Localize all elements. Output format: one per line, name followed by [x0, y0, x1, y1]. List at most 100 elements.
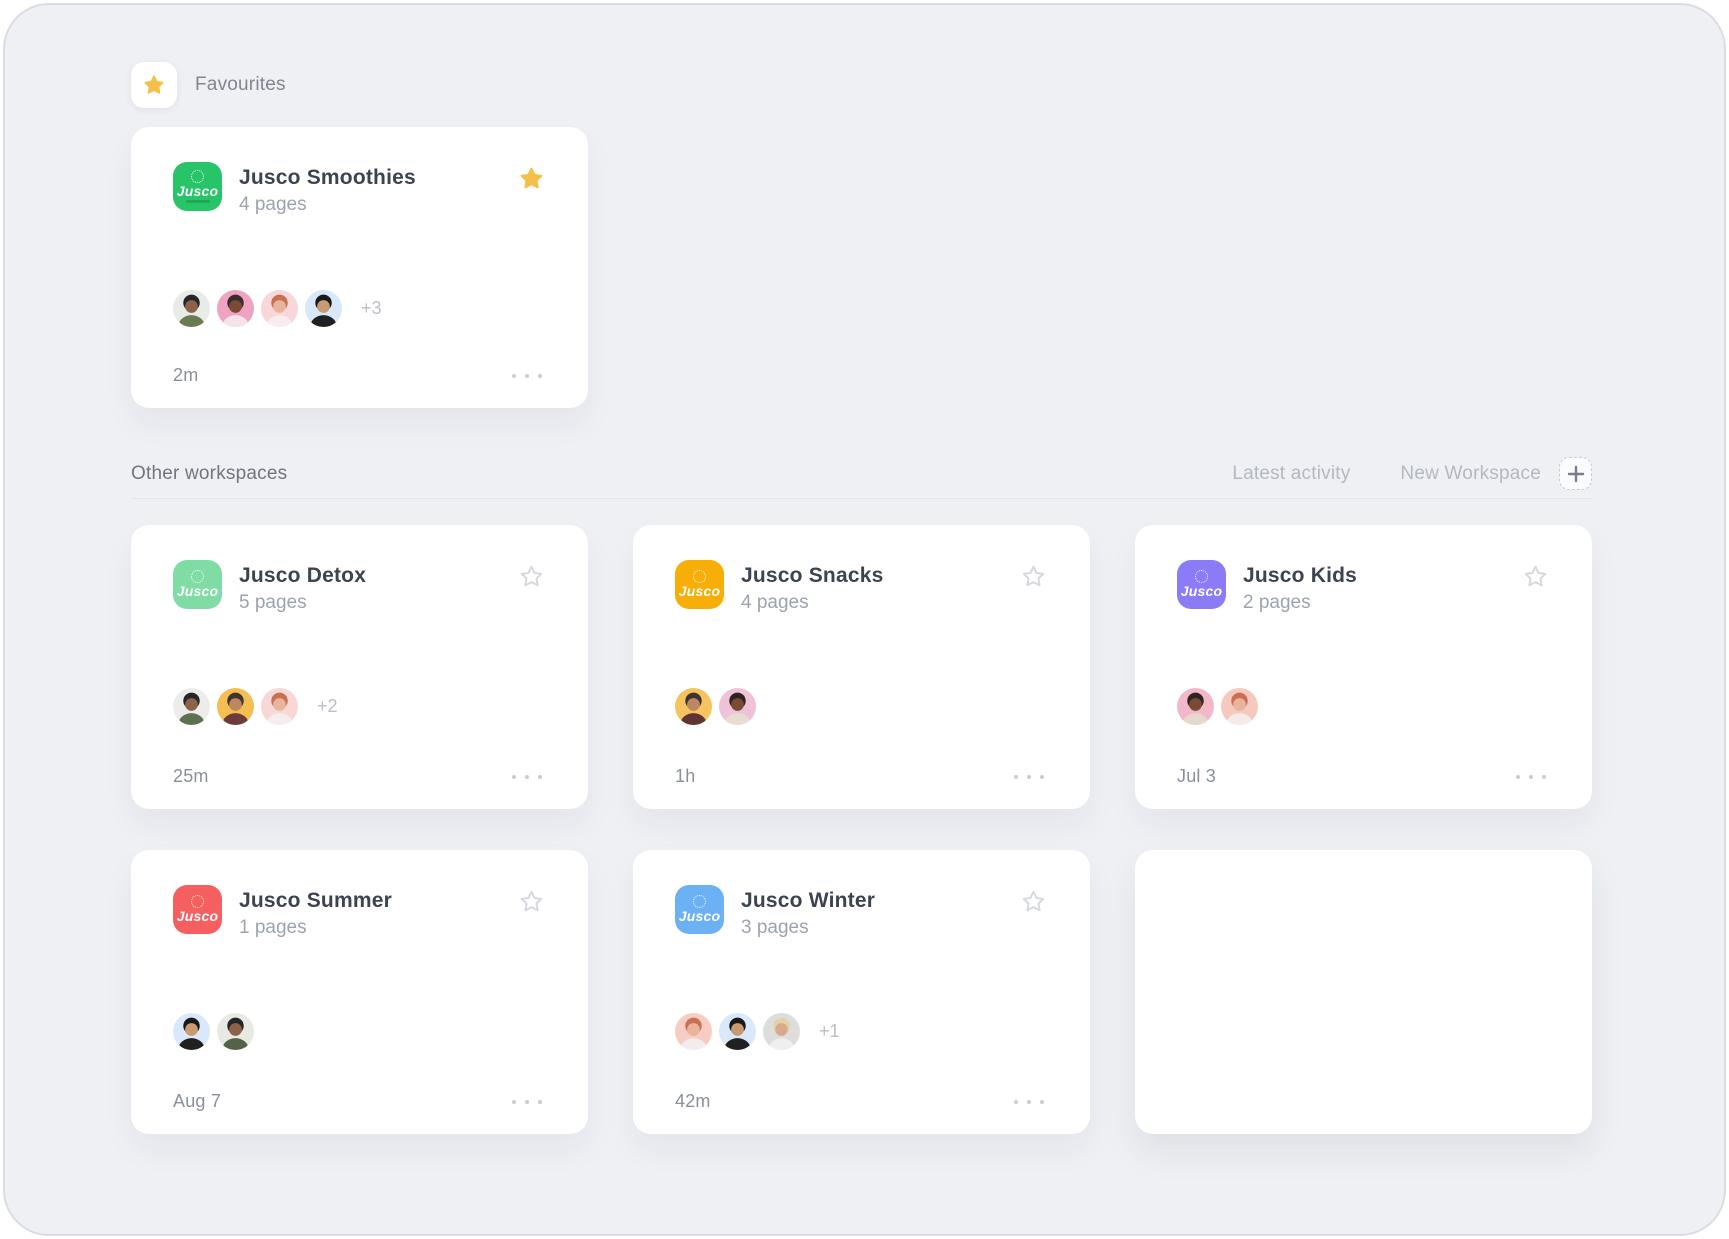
- member-avatar: [1177, 688, 1214, 725]
- new-workspace-link[interactable]: New Workspace: [1400, 462, 1541, 484]
- star-outline-icon: [520, 565, 543, 587]
- other-workspaces-header: Other workspaces Latest activity New Wor…: [131, 457, 1592, 499]
- card-menu-button[interactable]: [510, 769, 544, 785]
- favourites-grid: Jusco Jusco Smoothies 4 pages +3 2m: [131, 127, 1592, 408]
- star-toggle[interactable]: [1523, 564, 1548, 589]
- workspace-title: Jusco Snacks: [741, 564, 884, 587]
- member-avatar: [217, 290, 254, 327]
- card-header: Jusco Jusco Snacks 4 pages: [675, 560, 1046, 616]
- member-avatar: [305, 290, 342, 327]
- card-titles: Jusco Snacks 4 pages: [741, 560, 883, 616]
- member-avatar: [675, 688, 712, 725]
- workspace-logo: Jusco: [1177, 560, 1226, 609]
- star-outline-icon: [1022, 565, 1045, 587]
- workspace-card[interactable]: Jusco Jusco Summer 1 pages Aug 7: [131, 850, 588, 1134]
- star-filled-icon: [520, 167, 543, 189]
- last-activity-time: 2m: [173, 365, 199, 385]
- avatar-row: [173, 1013, 544, 1050]
- workspace-logo: Jusco: [173, 885, 222, 934]
- card-header: Jusco Jusco Winter 3 pages: [675, 885, 1046, 941]
- member-avatar: [217, 1013, 254, 1050]
- workspace-title: Jusco Winter: [741, 889, 876, 912]
- member-avatar: [261, 290, 298, 327]
- citrus-emblem-icon: [191, 170, 204, 183]
- workspace-logo: Jusco: [675, 885, 724, 934]
- workspace-title: Jusco Smoothies: [239, 166, 416, 189]
- workspace-pages-count: 4 pages: [239, 194, 307, 215]
- workspace-logo: Jusco: [675, 560, 724, 609]
- app-frame: Favourites Jusco Jusco Smoothies 4 pages: [3, 3, 1726, 1236]
- other-workspaces-section: Other workspaces Latest activity New Wor…: [131, 457, 1592, 1134]
- card-titles: Jusco Detox 5 pages: [239, 560, 366, 616]
- workspace-card[interactable]: Jusco Jusco Snacks 4 pages 1h: [633, 525, 1090, 809]
- extra-members-count: +1: [819, 1021, 840, 1041]
- star-outline-icon: [1524, 565, 1547, 587]
- star-toggle[interactable]: [1021, 564, 1046, 589]
- card-menu-button[interactable]: [1012, 1094, 1046, 1110]
- workspace-pages-count: 1 pages: [239, 917, 307, 938]
- member-avatar: [217, 688, 254, 725]
- favourites-title: Favourites: [195, 74, 286, 95]
- workspace-card[interactable]: Jusco Jusco Winter 3 pages +1 42m: [633, 850, 1090, 1134]
- favourites-section: Favourites Jusco Jusco Smoothies 4 pages: [131, 62, 1592, 408]
- star-toggle[interactable]: [1021, 889, 1046, 914]
- card-header: Jusco Jusco Smoothies 4 pages: [173, 162, 544, 218]
- member-avatar: [173, 290, 210, 327]
- avatar-row: [1177, 688, 1548, 725]
- member-avatar: [173, 1013, 210, 1050]
- card-titles: Jusco Kids 2 pages: [1243, 560, 1357, 616]
- last-activity-time: Jul 3: [1177, 766, 1217, 786]
- member-avatar: [719, 688, 756, 725]
- workspace-pages-count: 5 pages: [239, 592, 307, 613]
- workspace-card[interactable]: Jusco Jusco Detox 5 pages +2 25m: [131, 525, 588, 809]
- citrus-emblem-icon: [1195, 570, 1208, 583]
- card-footer: 42m: [675, 1091, 1046, 1112]
- card-menu-button[interactable]: [510, 368, 544, 384]
- latest-activity-link[interactable]: Latest activity: [1232, 462, 1351, 484]
- logo-text: Jusco: [176, 583, 219, 599]
- citrus-emblem-icon: [191, 570, 204, 583]
- favourites-star-button[interactable]: [131, 62, 177, 108]
- card-menu-button[interactable]: [1012, 769, 1046, 785]
- last-activity-time: Aug 7: [173, 1091, 222, 1111]
- workspace-logo: Jusco: [173, 162, 222, 211]
- logo-text: Jusco: [176, 908, 219, 924]
- workspace-title: Jusco Summer: [239, 889, 392, 912]
- star-outline-icon: [520, 890, 543, 912]
- card-footer: 1h: [675, 766, 1046, 787]
- member-avatar: [675, 1013, 712, 1050]
- new-workspace-button[interactable]: [1559, 457, 1592, 490]
- workspace-card[interactable]: Jusco Jusco Smoothies 4 pages +3 2m: [131, 127, 588, 408]
- card-titles: Jusco Smoothies 4 pages: [239, 162, 416, 218]
- workspaces-grid: Jusco Jusco Detox 5 pages +2 25m: [131, 525, 1592, 1134]
- empty-card: [1135, 850, 1592, 1134]
- citrus-emblem-icon: [191, 895, 204, 908]
- card-menu-button[interactable]: [1514, 769, 1548, 785]
- last-activity-time: 25m: [173, 766, 209, 786]
- workspace-pages-count: 3 pages: [741, 917, 809, 938]
- star-toggle[interactable]: [519, 564, 544, 589]
- workspace-logo: Jusco: [173, 560, 222, 609]
- citrus-emblem-icon: [693, 895, 706, 908]
- card-titles: Jusco Winter 3 pages: [741, 885, 875, 941]
- member-avatar: [173, 688, 210, 725]
- star-toggle[interactable]: [519, 166, 544, 191]
- plus-icon: [1567, 465, 1584, 482]
- card-footer: 25m: [173, 766, 544, 787]
- workspace-card[interactable]: Jusco Jusco Kids 2 pages Jul 3: [1135, 525, 1592, 809]
- avatar-row: [675, 688, 1046, 725]
- card-footer: 2m: [173, 365, 544, 386]
- logo-text: Jusco: [1180, 583, 1223, 599]
- card-footer: Aug 7: [173, 1091, 544, 1112]
- card-menu-button[interactable]: [510, 1094, 544, 1110]
- logo-text: Jusco: [678, 583, 721, 599]
- citrus-emblem-icon: [693, 570, 706, 583]
- card-footer: Jul 3: [1177, 766, 1548, 787]
- header-actions: Latest activity New Workspace: [1232, 457, 1592, 490]
- star-toggle[interactable]: [519, 889, 544, 914]
- workspace-title: Jusco Kids: [1243, 564, 1358, 587]
- logo-tagline: [185, 200, 210, 203]
- extra-members-count: +2: [317, 696, 338, 716]
- star-icon: [144, 75, 164, 94]
- card-header: Jusco Jusco Kids 2 pages: [1177, 560, 1548, 616]
